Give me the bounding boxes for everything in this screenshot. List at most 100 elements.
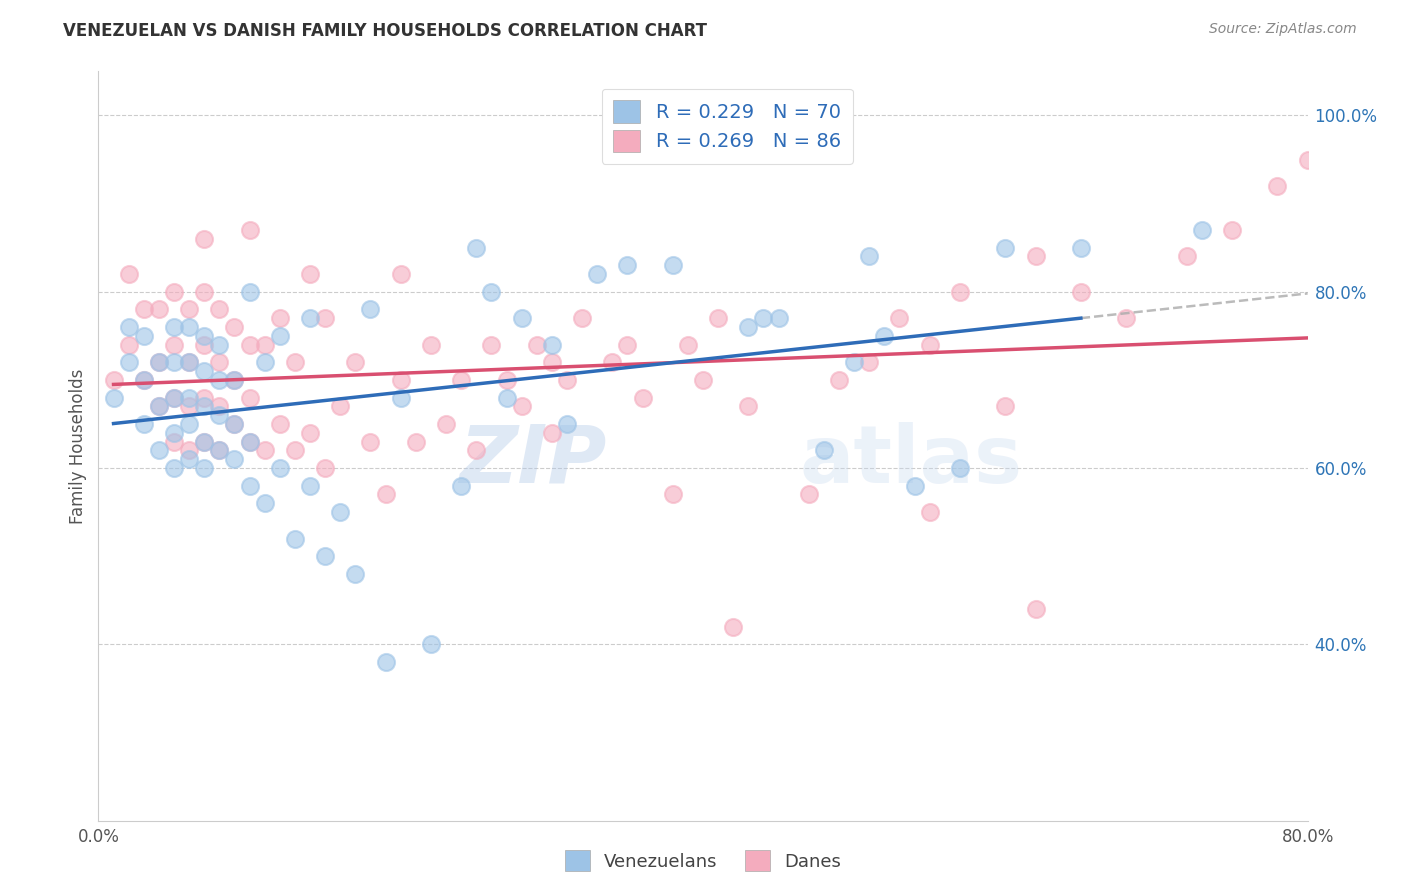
Point	[193, 328, 215, 343]
Point	[224, 417, 246, 431]
Point	[797, 487, 820, 501]
Point	[889, 311, 911, 326]
Point	[163, 285, 186, 299]
Point	[526, 337, 548, 351]
Point	[208, 302, 231, 317]
Text: Source: ZipAtlas.com: Source: ZipAtlas.com	[1209, 22, 1357, 37]
Point	[118, 355, 141, 369]
Text: atlas: atlas	[800, 422, 1022, 500]
Point	[374, 487, 396, 501]
Point	[103, 391, 125, 405]
Point	[239, 223, 262, 237]
Point	[163, 337, 186, 351]
Point	[329, 400, 352, 414]
Point	[269, 311, 291, 326]
Point	[360, 302, 382, 317]
Point	[495, 373, 517, 387]
Point	[148, 355, 170, 369]
Point	[163, 434, 186, 449]
Point	[239, 285, 262, 299]
Point	[510, 400, 533, 414]
Point	[179, 355, 201, 369]
Point	[661, 258, 683, 272]
Point	[224, 417, 246, 431]
Point	[752, 311, 775, 326]
Point	[132, 417, 155, 431]
Point	[239, 391, 262, 405]
Legend: Venezuelans, Danes: Venezuelans, Danes	[557, 843, 849, 879]
Point	[1115, 311, 1137, 326]
Point	[299, 425, 322, 440]
Point	[193, 337, 215, 351]
Point	[163, 391, 186, 405]
Point	[828, 373, 851, 387]
Point	[1175, 250, 1198, 264]
Point	[193, 461, 215, 475]
Point	[768, 311, 790, 326]
Point	[510, 311, 533, 326]
Point	[224, 373, 246, 387]
Point	[586, 267, 609, 281]
Point	[844, 355, 866, 369]
Point	[118, 267, 141, 281]
Point	[540, 355, 562, 369]
Point	[918, 505, 941, 519]
Point	[208, 355, 231, 369]
Point	[314, 549, 336, 564]
Point	[132, 328, 155, 343]
Point	[344, 355, 367, 369]
Point	[163, 320, 186, 334]
Point	[676, 337, 699, 351]
Point	[253, 443, 276, 458]
Point	[737, 320, 759, 334]
Point	[208, 373, 231, 387]
Legend: R = 0.229   N = 70, R = 0.269   N = 86: R = 0.229 N = 70, R = 0.269 N = 86	[602, 88, 853, 163]
Point	[208, 400, 231, 414]
Point	[737, 400, 759, 414]
Point	[103, 373, 125, 387]
Point	[465, 443, 488, 458]
Point	[1267, 178, 1289, 193]
Point	[994, 241, 1017, 255]
Point	[555, 373, 578, 387]
Point	[179, 417, 201, 431]
Point	[193, 400, 215, 414]
Point	[434, 417, 457, 431]
Point	[208, 408, 231, 422]
Point	[224, 320, 246, 334]
Point	[148, 355, 170, 369]
Point	[284, 443, 307, 458]
Point	[193, 285, 215, 299]
Point	[389, 267, 412, 281]
Point	[163, 425, 186, 440]
Point	[481, 337, 503, 351]
Point	[208, 337, 231, 351]
Point	[239, 434, 262, 449]
Point	[299, 267, 322, 281]
Point	[179, 400, 201, 414]
Point	[495, 391, 517, 405]
Point	[631, 391, 654, 405]
Point	[299, 478, 322, 492]
Point	[148, 443, 170, 458]
Point	[179, 452, 201, 467]
Point	[723, 620, 745, 634]
Point	[284, 355, 307, 369]
Point	[148, 302, 170, 317]
Point	[118, 337, 141, 351]
Point	[692, 373, 714, 387]
Point	[132, 373, 155, 387]
Point	[858, 250, 880, 264]
Point	[269, 461, 291, 475]
Point	[179, 443, 201, 458]
Point	[208, 443, 231, 458]
Point	[949, 461, 972, 475]
Point	[314, 461, 336, 475]
Point	[994, 400, 1017, 414]
Point	[602, 355, 624, 369]
Point	[239, 434, 262, 449]
Point	[224, 452, 246, 467]
Point	[465, 241, 488, 255]
Point	[163, 391, 186, 405]
Point	[179, 355, 201, 369]
